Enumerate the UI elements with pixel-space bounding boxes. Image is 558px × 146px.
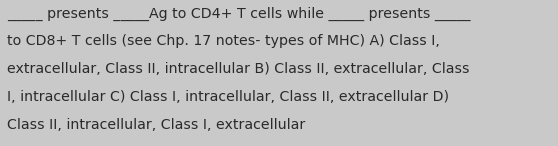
Text: Class II, intracellular, Class I, extracellular: Class II, intracellular, Class I, extrac… (7, 118, 305, 132)
Text: I, intracellular C) Class I, intracellular, Class II, extracellular D): I, intracellular C) Class I, intracellul… (7, 90, 449, 104)
Text: to CD8+ T cells (see Chp. 17 notes- types of MHC) A) Class I,: to CD8+ T cells (see Chp. 17 notes- type… (7, 34, 440, 48)
Text: extracellular, Class II, intracellular B) Class II, extracellular, Class: extracellular, Class II, intracellular B… (7, 62, 469, 76)
Text: _____ presents _____Ag to CD4+ T cells while _____ presents _____: _____ presents _____Ag to CD4+ T cells w… (7, 7, 470, 21)
